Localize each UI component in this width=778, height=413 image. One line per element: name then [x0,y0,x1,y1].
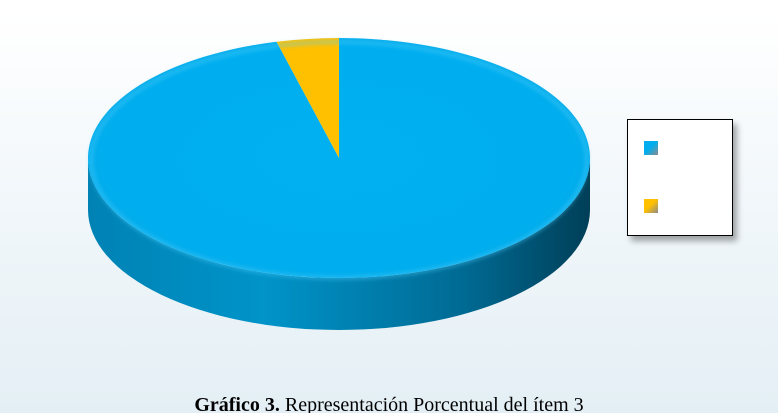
pie-side-face [88,158,590,330]
pie-slice-0 [87,38,590,278]
pie-top-face [87,38,590,280]
pie-side-wall [88,158,590,330]
caption-text: Representación Porcentual del ítem 3 [279,394,584,413]
legend [627,119,733,236]
pie-rim-highlight [89,40,589,280]
legend-entry-0 [644,138,664,158]
legend-swatch-0 [644,141,658,155]
legend-entry-1 [644,196,664,216]
chart-caption: Gráfico 3. Representación Porcentual del… [0,393,778,413]
caption-label: Gráfico 3. [194,394,280,413]
pie-slice-1 [276,38,339,158]
legend-swatch-1 [644,199,658,213]
